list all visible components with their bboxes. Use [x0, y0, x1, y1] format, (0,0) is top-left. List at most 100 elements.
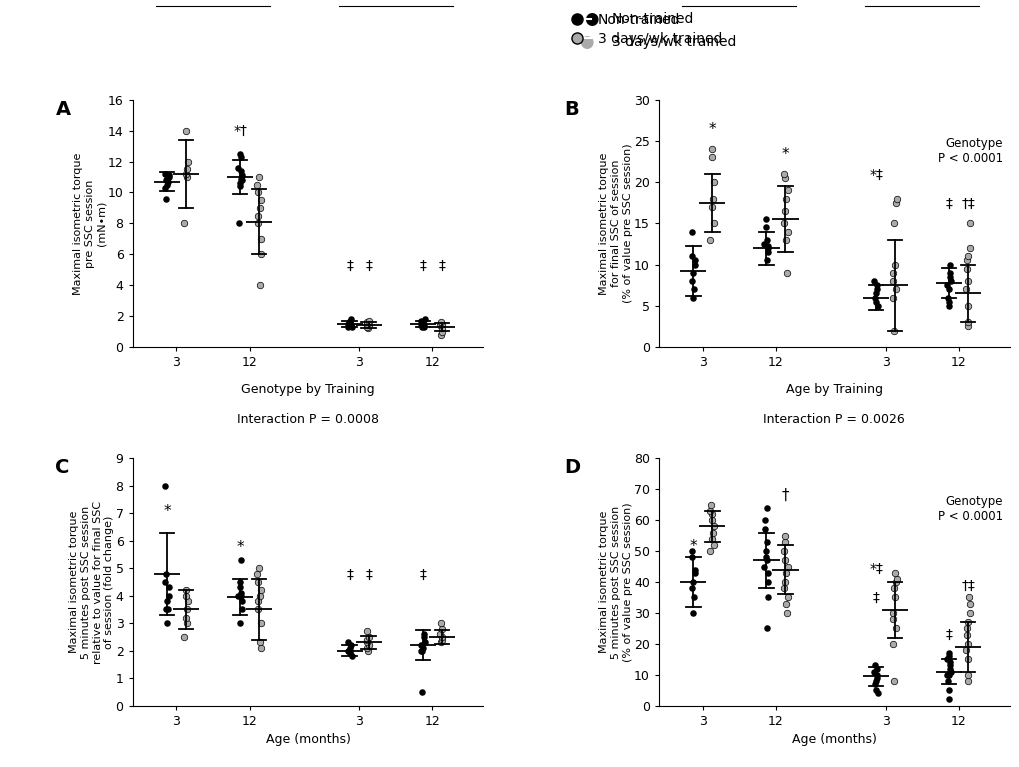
Point — [757, 222, 773, 234]
Point — [157, 576, 173, 588]
Y-axis label: Maximal isometric torque
for final SSC of session
(% of value pre SSC session): Maximal isometric torque for final SSC o… — [599, 143, 632, 303]
Point — [361, 630, 377, 643]
Point — [232, 554, 249, 566]
Point — [958, 628, 974, 640]
Point — [779, 267, 795, 279]
Point — [866, 291, 882, 304]
Point — [229, 162, 246, 174]
Point — [431, 319, 447, 331]
Point — [960, 591, 976, 604]
Point — [959, 653, 975, 666]
Text: ‡: ‡ — [345, 258, 353, 273]
Point — [777, 234, 794, 246]
Point — [685, 291, 701, 304]
Point — [957, 644, 973, 656]
Point — [178, 163, 195, 176]
Point — [233, 165, 250, 177]
Point — [755, 561, 771, 573]
Point — [941, 258, 957, 271]
Point — [959, 316, 975, 328]
Text: 3 days/wk trained: 3 days/wk trained — [611, 35, 736, 49]
Text: Snell: Snell — [906, 0, 936, 3]
Point — [250, 209, 266, 222]
Text: *: * — [236, 539, 244, 555]
Point — [431, 628, 447, 640]
Point — [942, 660, 958, 672]
Point — [703, 201, 719, 213]
Point — [416, 630, 432, 643]
Point — [705, 217, 721, 229]
Point — [341, 644, 358, 657]
Point — [867, 283, 883, 295]
Point — [250, 604, 266, 616]
Point — [959, 637, 975, 650]
Point — [359, 625, 375, 637]
Point — [777, 597, 794, 610]
Point — [343, 650, 360, 663]
Point — [775, 172, 792, 184]
Point — [160, 604, 176, 616]
Point — [432, 316, 448, 328]
Point — [759, 576, 775, 588]
Point — [940, 693, 956, 706]
Point — [869, 687, 886, 700]
Point — [683, 225, 699, 238]
Point — [359, 634, 375, 646]
Point — [756, 514, 772, 526]
Text: ‡: ‡ — [945, 197, 952, 211]
Text: *: * — [163, 504, 170, 518]
Point — [684, 275, 700, 287]
Point — [432, 617, 448, 630]
Point — [433, 623, 449, 635]
Y-axis label: Maximal isometric torque
pre SSC session
(mN•m): Maximal isometric torque pre SSC session… — [73, 152, 106, 295]
Point — [340, 318, 357, 330]
Point — [359, 642, 375, 654]
Text: ‡: ‡ — [419, 568, 426, 582]
Text: D: D — [564, 459, 580, 477]
Point — [758, 234, 774, 246]
Point — [157, 479, 173, 492]
Point — [758, 502, 774, 514]
Point — [252, 279, 268, 291]
Point — [938, 291, 955, 304]
Point — [686, 283, 702, 295]
Point — [775, 582, 792, 594]
Point — [958, 255, 974, 267]
Point — [937, 669, 954, 681]
Point — [884, 582, 901, 594]
Point — [959, 675, 975, 687]
Text: ●: ● — [584, 10, 598, 28]
Point — [414, 321, 430, 333]
Point — [775, 555, 792, 567]
Point — [359, 318, 375, 330]
Point — [959, 669, 975, 681]
Point — [233, 174, 250, 186]
Point — [229, 590, 246, 602]
Point — [231, 576, 248, 588]
Point — [416, 628, 432, 640]
Point — [702, 499, 718, 511]
Point — [943, 275, 959, 287]
Point — [758, 535, 774, 548]
Point — [888, 573, 904, 585]
Point — [703, 514, 719, 526]
Point — [756, 523, 772, 535]
Point — [703, 532, 719, 545]
Point — [779, 591, 795, 604]
Point — [233, 604, 250, 616]
Point — [177, 168, 194, 180]
Point — [249, 568, 265, 580]
Point — [252, 202, 268, 214]
Point — [779, 184, 795, 196]
Point — [252, 637, 268, 649]
Point — [779, 225, 795, 238]
Text: Snell: Snell — [380, 0, 411, 3]
Point — [705, 520, 721, 532]
Point — [886, 567, 902, 579]
Point — [157, 568, 173, 580]
Point — [177, 584, 194, 597]
Point — [233, 590, 250, 602]
Point — [433, 637, 449, 649]
Point — [159, 179, 175, 191]
Point — [703, 143, 719, 155]
